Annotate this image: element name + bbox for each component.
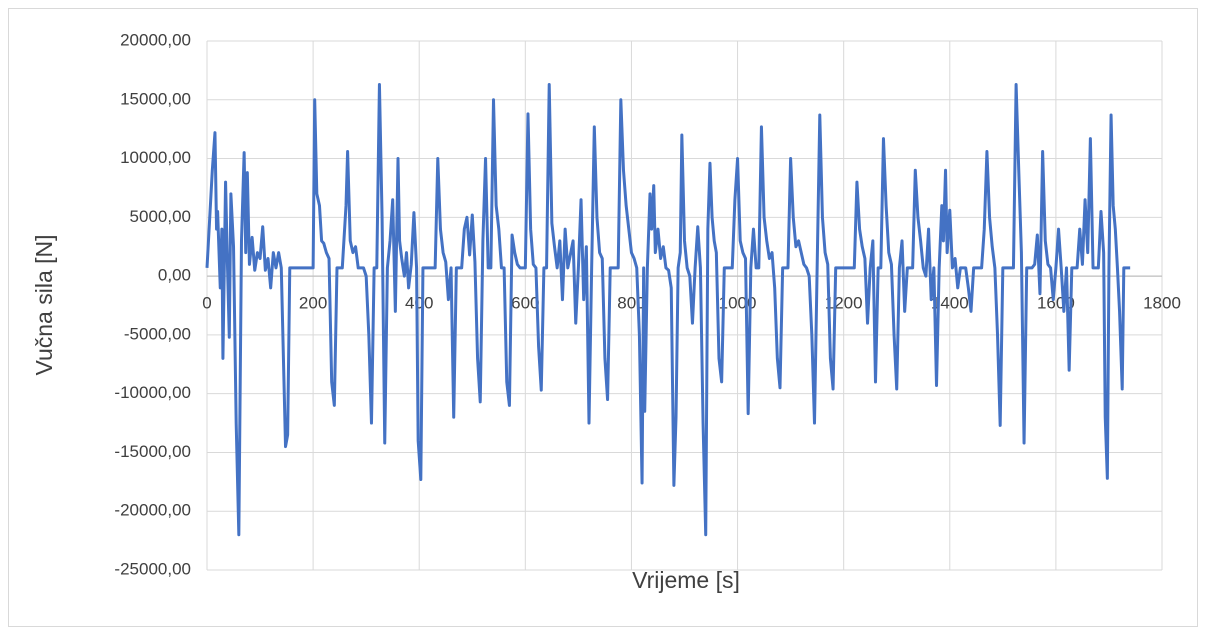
x-tick-label: 1800 <box>1143 294 1181 313</box>
data-line <box>205 83 1131 537</box>
x-tick-label: 600 <box>511 294 539 313</box>
x-tick-label: 0 <box>202 294 211 313</box>
y-tick-label: -25000,00 <box>114 559 191 578</box>
y-tick-label: -5000,00 <box>124 324 191 343</box>
x-tick-label: 400 <box>405 294 433 313</box>
y-tick-label: 0,00 <box>158 266 191 285</box>
y-tick-label: 20000,00 <box>120 30 191 49</box>
x-axis-title: Vrijeme [s] <box>632 567 740 593</box>
x-tick-label: 800 <box>617 294 645 313</box>
y-tick-label: 5000,00 <box>130 207 191 226</box>
y-axis-title: Vučna sila [N] <box>31 234 57 375</box>
y-tick-label: 15000,00 <box>120 89 191 108</box>
y-tick-label: -20000,00 <box>114 501 191 520</box>
y-tick-label: -10000,00 <box>114 383 191 402</box>
x-tick-label: 1600 <box>1037 294 1075 313</box>
x-tick-label: 200 <box>299 294 327 313</box>
x-tick-label: 1400 <box>931 294 969 313</box>
y-tick-label: 10000,00 <box>120 148 191 167</box>
y-tick-label: -15000,00 <box>114 442 191 461</box>
